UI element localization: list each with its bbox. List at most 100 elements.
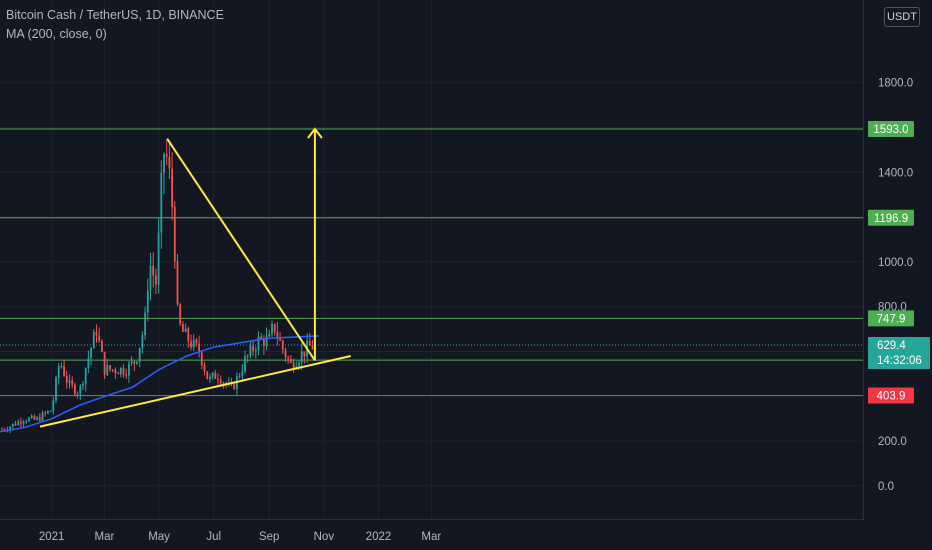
candle-body [238,375,241,377]
drawing-annotations [39,127,351,428]
level-price-tag [868,209,914,226]
candle-body [244,356,246,372]
candle-body [20,421,22,424]
candle-body [252,345,254,351]
candle-body [9,426,11,431]
level-price-text: 403.9 [877,390,906,402]
candle-body [265,336,268,347]
candle-body [49,410,52,412]
price-axis[interactable]: 0.0200.0400.0600.0800.01000.01200.01400.… [878,78,913,493]
time-tick-label: Sep [259,531,279,543]
candle-body [276,331,279,338]
candle-body [30,415,33,418]
level-price-text: 1593.0 [873,124,908,136]
candle-body [52,400,55,411]
candle-body [33,415,36,420]
trendline[interactable] [166,138,316,362]
currency-badge[interactable]: USDT [884,7,920,27]
candle-body [63,365,65,376]
candle-body [281,340,284,350]
level-price-tag [868,387,914,404]
candle-body [206,371,209,380]
candle-body [14,423,17,426]
candle-body [101,340,103,352]
candle-body [114,369,117,373]
candle-body [241,371,244,376]
indicator-legend[interactable]: MA (200, close, 0) [6,27,107,41]
candle-body [187,328,190,342]
time-axis[interactable]: 2021 Mar May Jul Sep Nov 2022 Mar [39,531,442,543]
candle-body [163,153,165,173]
candle-body [38,417,41,421]
price-tick-label: 1800.0 [878,78,913,90]
candle-body [287,357,290,359]
candle-body [192,339,195,348]
candle-body [146,290,149,313]
candle-body [109,365,111,370]
price-tick-label: 1000.0 [878,257,913,269]
candle-body [41,412,44,421]
candle-body [98,335,101,341]
candle-body [87,357,90,369]
candle-body [25,421,28,423]
candle-body [47,411,49,414]
candle-body [128,363,130,376]
candle-body [74,384,76,395]
candle-body [214,372,217,379]
price-tick-label: 200.0 [878,436,907,448]
level-price-text: 747.9 [877,313,906,325]
candle-body [3,429,6,431]
candle-body [203,365,206,372]
bar-countdown-text: 14:32:06 [877,355,922,367]
candle-body [171,168,173,207]
candle-body [76,393,79,395]
candle-body [176,261,179,305]
candle-body [84,368,87,384]
candle-body [106,365,109,375]
candle-body [298,362,300,367]
arrow-head [307,127,323,139]
candle-body [260,336,263,339]
candle-body [179,304,182,325]
candle-body [290,358,292,363]
horizontal-levels [0,128,864,396]
candle-body [11,423,14,427]
candle-body [257,336,260,351]
candle-body [92,331,95,349]
candle-body [233,383,236,390]
chart-grid [0,0,864,519]
candle-body [273,324,276,332]
time-tick-label: Mar [95,531,115,543]
candle-body [71,380,74,385]
trendline[interactable] [39,355,351,428]
candle-body [184,328,187,332]
price-tick-label: 1400.0 [878,167,913,179]
candle-body [165,153,168,157]
level-price-tag [868,121,914,138]
candle-body [254,350,257,352]
candle-body [155,275,157,285]
candle-body [44,412,47,414]
candle-body [271,324,273,335]
candle-body [95,331,98,336]
candle-body [292,362,295,369]
time-tick-label: Nov [314,531,335,543]
symbol-title[interactable]: Bitcoin Cash / TetherUS, 1D, BINANCE [6,8,224,22]
candle-body [57,366,60,378]
current-price-text: 629.4 [877,340,906,352]
candle-body [222,382,225,384]
current-price-tag [868,336,930,369]
candle-body [219,379,222,384]
candle-body [173,206,176,262]
chart-legend: Bitcoin Cash / TetherUS, 1D, BINANCE MA … [6,6,224,44]
candle-body [82,383,84,386]
candle-body [195,339,198,344]
candle-body [249,345,252,356]
candle-body [133,361,136,364]
ma-200-line [0,335,319,433]
time-tick-label: 2021 [39,531,65,543]
candle-body [119,367,122,375]
candle-body [141,335,144,348]
candle-body [117,372,119,375]
